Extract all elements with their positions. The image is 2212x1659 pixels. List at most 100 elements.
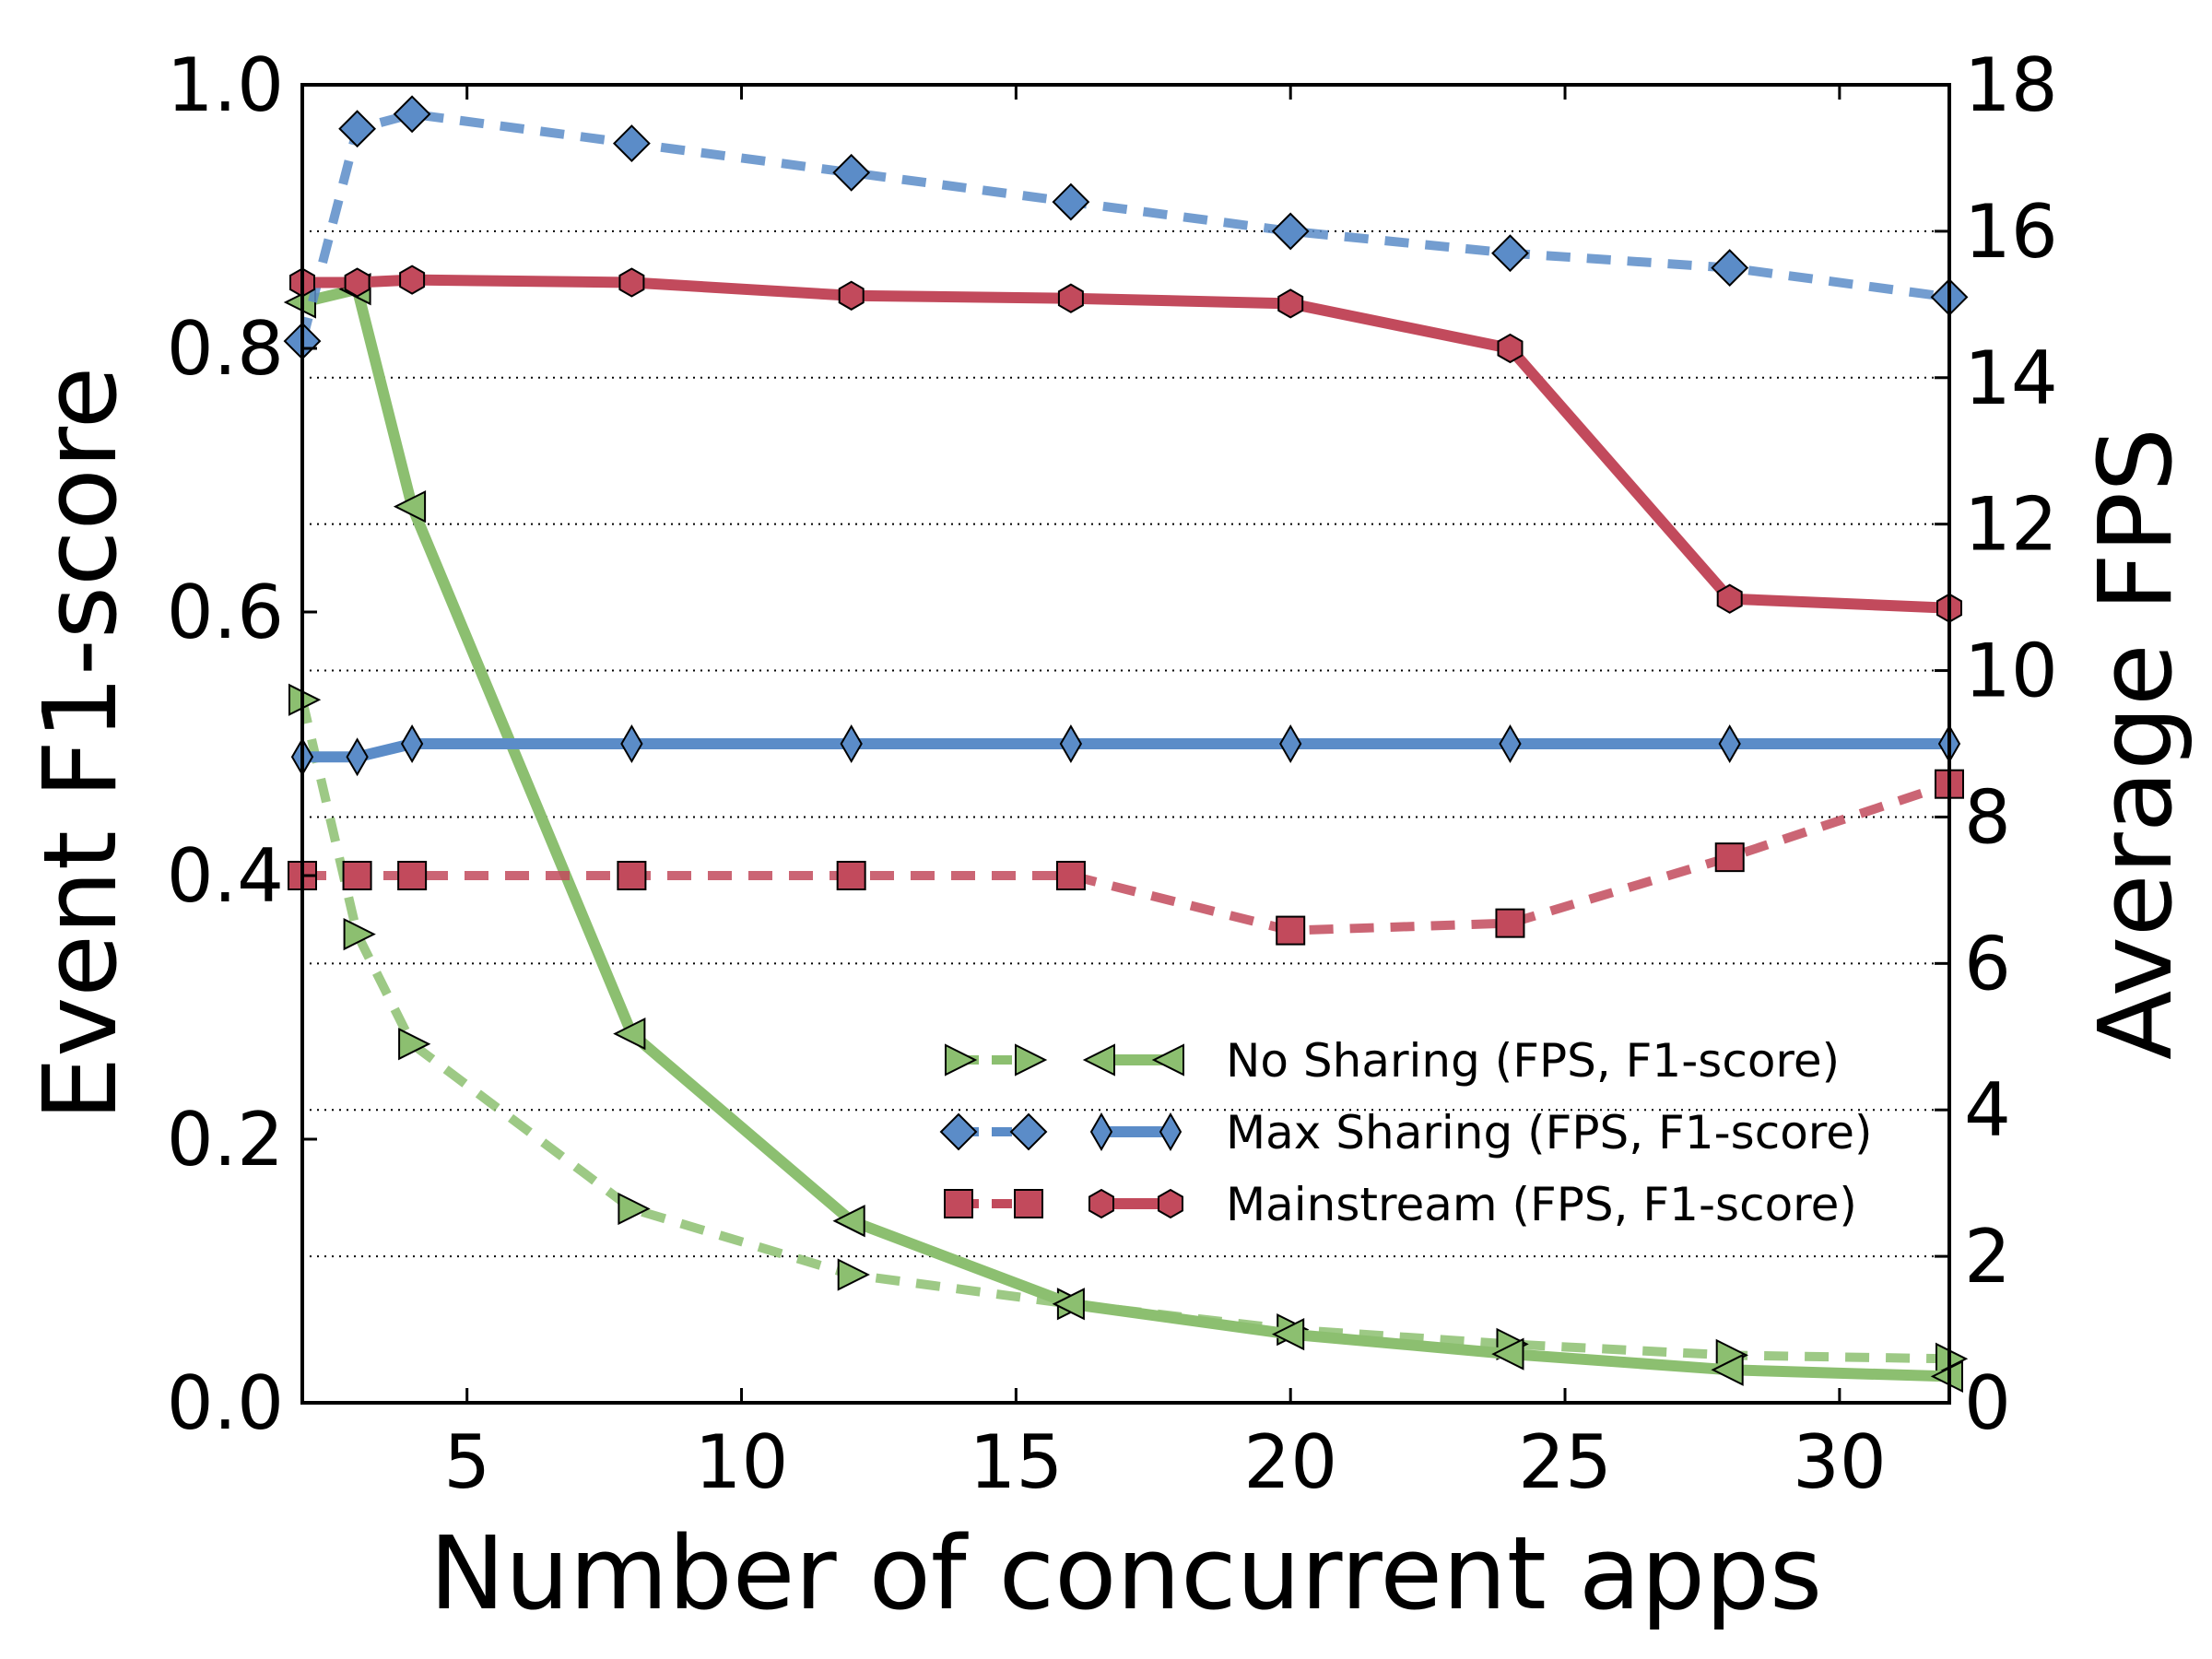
y-left-tick-label: 1.0 [167,42,284,128]
series-line-nosharing_fps [298,699,1950,1364]
legend-marker [1158,1188,1183,1219]
data-point [840,724,863,763]
x-tick-label: 5 [443,1419,490,1505]
data-point [1718,724,1741,763]
data-point [338,110,377,148]
x-tick-label: 20 [1243,1419,1337,1505]
legend-marker [1159,1112,1182,1151]
plot-series [283,95,1969,1394]
data-point [346,737,369,777]
data-point [344,267,371,298]
data-point [1271,1317,1305,1351]
legend-entry: No Sharing (FPS, F1-score) [945,1034,1840,1088]
legend-marker [1089,1112,1113,1151]
legend-label: No Sharing (FPS, F1-score) [1226,1034,1840,1088]
y-left-tick-label: 0.4 [167,833,284,919]
grid-lines [302,229,1949,1258]
data-point [838,280,865,311]
data-point [1497,333,1524,364]
data-point [1059,724,1083,763]
data-point [393,489,427,524]
legend-marker [1082,1043,1115,1077]
series-line-maxsharing_f1 [302,738,1949,763]
y-right-tick-label: 18 [1964,42,2058,128]
data-point [399,265,426,295]
y-left-tick-label: 0.8 [167,306,284,392]
series-maxsharing_fps [283,95,1969,360]
legend-marker [945,1043,978,1077]
legend-marker [939,1112,978,1151]
legend-label: Max Sharing (FPS, F1-score) [1226,1106,1873,1159]
y-right-tick-label: 6 [1964,921,2011,1006]
data-point [397,861,428,890]
data-point [1055,861,1086,890]
x-axis-label: Number of concurrent apps [429,1514,1822,1632]
data-point [617,861,647,890]
series-mainstream_fps [288,769,1964,946]
x-tick-label: 15 [969,1419,1063,1505]
x-tick-label: 25 [1518,1419,1612,1505]
data-point [618,267,645,298]
y-axis-left-label: Event F1-score [21,367,139,1122]
series-line-mainstream_f1 [302,274,1950,614]
legend-marker [1088,1188,1114,1219]
data-point [1495,908,1525,938]
x-tick-label: 10 [695,1419,789,1505]
data-point [1711,249,1749,288]
x-tick-label: 30 [1793,1419,1887,1505]
y-right-tick-label: 4 [1964,1067,2011,1153]
y-right-tick-label: 0 [1964,1360,2011,1446]
y-axis-right-label: Average FPS [2077,428,2194,1060]
y-right-tick-label: 2 [1964,1214,2011,1300]
data-point [393,95,431,134]
legend-marker [944,1189,973,1218]
legend-marker [1015,1043,1048,1077]
series-nosharing_fps [288,683,1969,1375]
legend-label: Mainstream (FPS, F1-score) [1226,1178,1857,1231]
data-point [837,1258,870,1291]
legend-marker [1014,1189,1043,1218]
y-right-tick-label: 8 [1964,774,2011,860]
data-point [1057,283,1084,313]
axis-ticks: 5 10 15 20 25 30 0.0 0.2 0.4 0.6 0.8 1.0 0 2 4 6 8 10 12 14… [167,42,2058,1505]
data-point [832,153,871,192]
data-point [342,861,372,890]
data-point [1711,1353,1744,1386]
data-point [1276,915,1306,946]
legend-entry: Max Sharing (FPS, F1-score) [939,1106,1873,1159]
y-right-tick-label: 14 [1964,335,2058,421]
data-point [832,1205,865,1238]
series-line-mainstream_fps [302,779,1951,935]
data-point [1499,724,1522,763]
plot-frame [300,83,1951,1405]
legend: No Sharing (FPS, F1-score) Max Sharing (F… [939,1034,1873,1231]
data-point [618,1192,651,1226]
data-point [620,724,643,763]
data-point [613,1017,646,1051]
data-point [836,861,866,890]
y-left-tick-label: 0.0 [167,1360,284,1446]
legend-marker [1151,1043,1184,1077]
y-right-tick-label: 12 [1964,482,2058,568]
data-point [1279,724,1302,763]
y-left-tick-label: 0.2 [167,1097,284,1182]
data-point [1052,182,1090,221]
data-point [1271,212,1310,251]
y-left-tick-label: 0.6 [167,570,284,655]
legend-marker [1009,1112,1048,1151]
data-point [1277,288,1304,319]
legend-entry: Mainstream (FPS, F1-score) [944,1178,1857,1231]
data-point [398,1028,431,1061]
series-maxsharing_f1 [290,724,1961,777]
series-line-nosharing_f1 [300,283,1950,1382]
data-point [1491,1337,1524,1371]
data-point [1491,234,1529,273]
series-line-maxsharing_fps [298,109,1950,343]
data-point [1052,1288,1085,1321]
series-mainstream_f1 [289,265,1962,623]
y-right-tick-label: 16 [1964,189,2058,275]
data-point [612,124,651,163]
data-point [400,724,424,763]
data-point [1716,583,1743,614]
